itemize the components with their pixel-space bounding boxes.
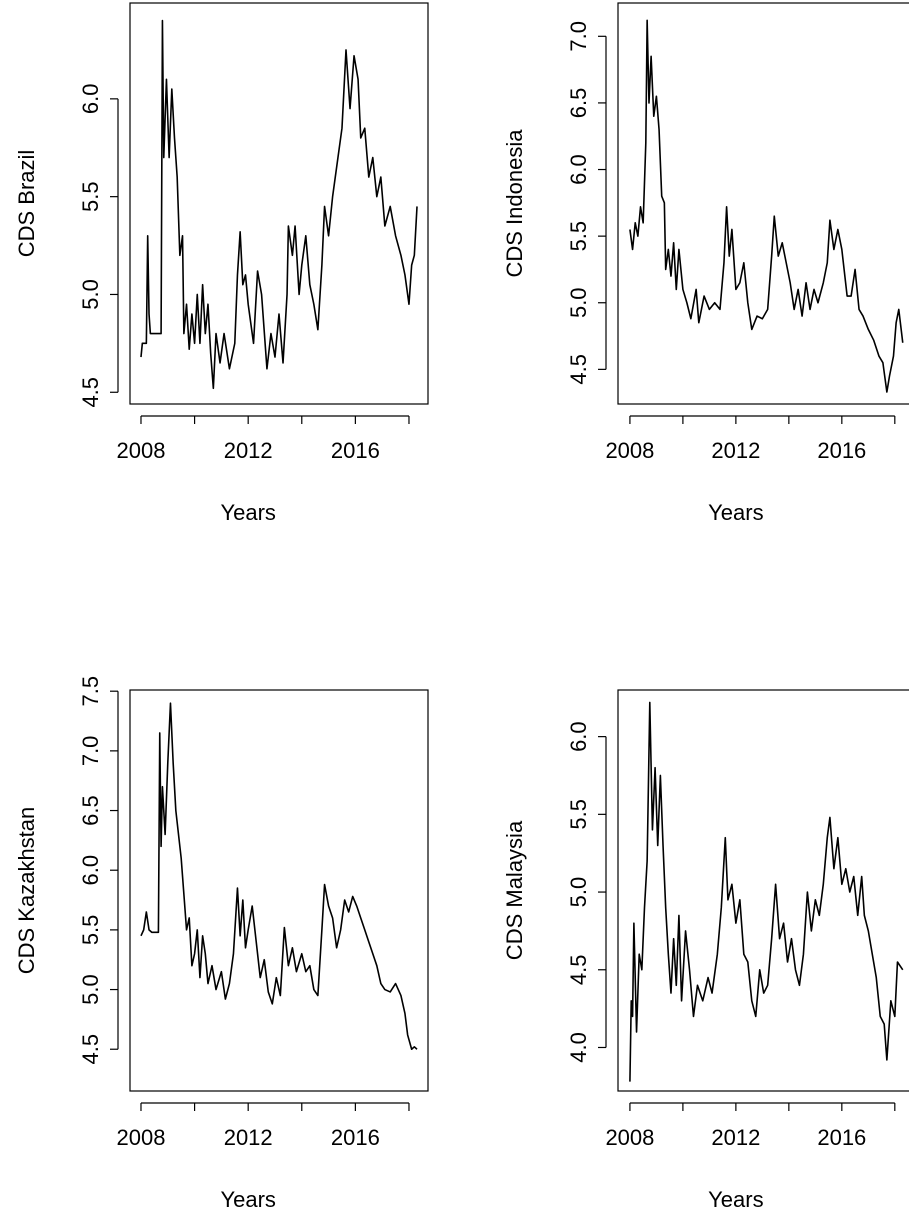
plot-box [129, 689, 429, 1092]
y-axis-title: CDS Kazakhstan [14, 807, 39, 975]
plot-box [129, 2, 429, 405]
y-tick-label: 4.5 [78, 1034, 103, 1065]
y-tick-label: 5.5 [566, 221, 591, 252]
y-tick-label: 5.5 [78, 181, 103, 212]
y-tick-label: 6.0 [566, 154, 591, 185]
x-axis-title: Years [220, 500, 275, 525]
y-tick-label: 7.0 [566, 21, 591, 52]
x-tick-label: 2016 [817, 1125, 866, 1150]
y-tick-label: 5.0 [78, 279, 103, 310]
y-axis-title: CDS Malaysia [502, 820, 527, 960]
y-tick-label: 4.5 [566, 954, 591, 985]
y-tick-label: 5.5 [566, 799, 591, 830]
y-tick-label: 6.0 [78, 84, 103, 115]
y-tick-label: 4.5 [566, 354, 591, 385]
x-tick-label: 2016 [817, 438, 866, 463]
x-tick-label: 2012 [224, 1125, 273, 1150]
y-tick-label: 6.5 [566, 88, 591, 119]
x-tick-label: 2016 [331, 438, 380, 463]
y-tick-label: 5.5 [78, 915, 103, 946]
x-axis-title: Years [708, 500, 763, 525]
data-line [140, 702, 418, 1051]
y-tick-label: 6.0 [566, 721, 591, 752]
x-tick-label: 2012 [711, 1125, 760, 1150]
plot-box [617, 689, 909, 1092]
x-tick-label: 2012 [711, 438, 760, 463]
y-tick-label: 7.5 [78, 676, 103, 707]
data-line [629, 701, 904, 1082]
x-tick-label: 2008 [605, 1125, 654, 1150]
x-axis-title: Years [708, 1187, 763, 1212]
y-axis-title: CDS Brazil [14, 150, 39, 258]
data-line [140, 19, 418, 390]
x-tick-label: 2008 [117, 438, 166, 463]
y-tick-label: 4.5 [78, 377, 103, 408]
y-tick-label: 5.0 [78, 974, 103, 1005]
y-tick-label: 7.0 [78, 736, 103, 767]
y-tick-label: 5.0 [566, 287, 591, 318]
x-tick-label: 2008 [117, 1125, 166, 1150]
y-axis-title: CDS Indonesia [502, 129, 527, 278]
data-line [629, 19, 904, 393]
y-tick-label: 6.0 [78, 855, 103, 886]
y-tick-label: 5.0 [566, 877, 591, 908]
x-tick-label: 2008 [605, 438, 654, 463]
x-axis-title: Years [220, 1187, 275, 1212]
x-tick-label: 2016 [331, 1125, 380, 1150]
y-tick-label: 6.5 [78, 795, 103, 826]
plot-box [617, 2, 909, 405]
y-tick-label: 4.0 [566, 1032, 591, 1063]
x-tick-label: 2012 [224, 438, 273, 463]
